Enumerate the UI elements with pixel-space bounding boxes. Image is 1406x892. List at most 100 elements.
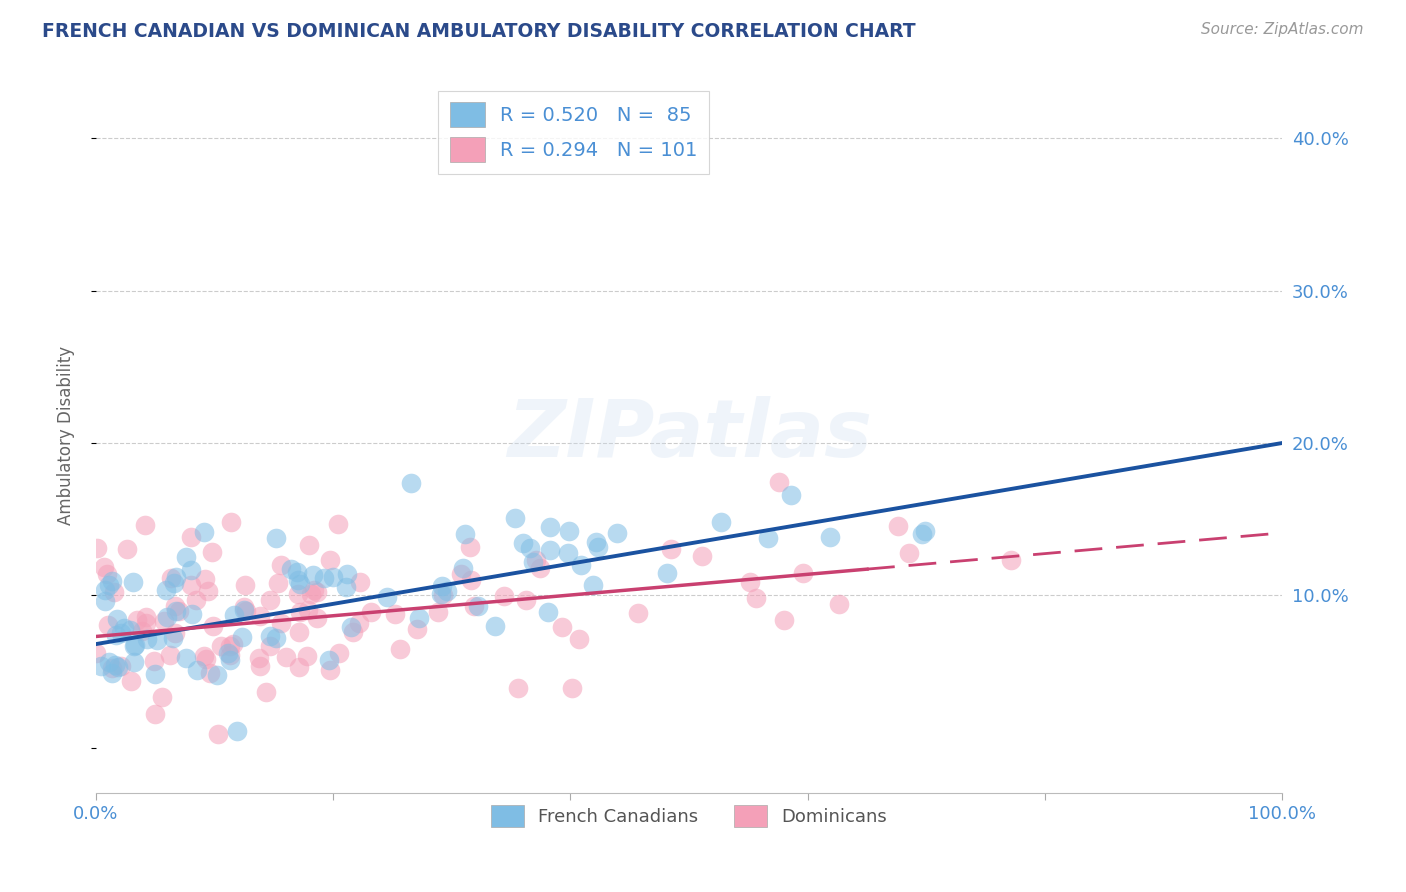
Point bbox=[90, 659, 112, 673]
Point bbox=[349, 575, 371, 590]
Point bbox=[110, 659, 132, 673]
Point bbox=[156, 610, 179, 624]
Point bbox=[768, 475, 790, 489]
Point bbox=[143, 666, 166, 681]
Point bbox=[167, 604, 190, 618]
Point bbox=[93, 594, 115, 608]
Point bbox=[512, 536, 534, 550]
Point bbox=[298, 538, 321, 552]
Point bbox=[375, 590, 398, 604]
Point bbox=[165, 626, 187, 640]
Point bbox=[201, 619, 224, 633]
Point bbox=[96, 566, 118, 581]
Point bbox=[288, 659, 311, 673]
Point bbox=[432, 588, 454, 602]
Point bbox=[328, 646, 350, 660]
Point bbox=[174, 549, 197, 564]
Point bbox=[503, 511, 526, 525]
Point bbox=[568, 632, 591, 646]
Point bbox=[232, 603, 254, 617]
Point bbox=[219, 640, 242, 654]
Point bbox=[205, 668, 228, 682]
Point bbox=[314, 571, 336, 585]
Legend: French Canadians, Dominicans: French Canadians, Dominicans bbox=[484, 798, 894, 834]
Point bbox=[186, 663, 208, 677]
Point bbox=[155, 583, 177, 598]
Point bbox=[105, 611, 128, 625]
Point bbox=[235, 604, 257, 618]
Point bbox=[561, 681, 583, 695]
Point bbox=[101, 661, 124, 675]
Point bbox=[745, 591, 768, 606]
Point bbox=[217, 646, 239, 660]
Point bbox=[264, 531, 287, 545]
Point bbox=[194, 572, 217, 586]
Text: FRENCH CANADIAN VS DOMINICAN AMBULATORY DISABILITY CORRELATION CHART: FRENCH CANADIAN VS DOMINICAN AMBULATORY … bbox=[42, 22, 915, 41]
Point bbox=[160, 572, 183, 586]
Point bbox=[911, 527, 934, 541]
Point bbox=[165, 569, 187, 583]
Point bbox=[100, 574, 122, 589]
Point bbox=[181, 607, 204, 621]
Point bbox=[193, 525, 215, 540]
Point bbox=[322, 570, 344, 584]
Point bbox=[198, 665, 221, 680]
Point bbox=[121, 575, 143, 590]
Point bbox=[143, 654, 166, 668]
Point bbox=[340, 620, 363, 634]
Point bbox=[606, 526, 628, 541]
Point bbox=[104, 628, 127, 642]
Point bbox=[388, 641, 411, 656]
Point bbox=[288, 624, 311, 639]
Point bbox=[484, 619, 506, 633]
Point bbox=[914, 524, 936, 539]
Point bbox=[302, 567, 325, 582]
Point bbox=[131, 624, 153, 638]
Point bbox=[887, 519, 910, 533]
Point bbox=[120, 673, 142, 688]
Point bbox=[222, 607, 245, 622]
Point bbox=[165, 604, 187, 618]
Point bbox=[222, 637, 245, 651]
Point bbox=[285, 565, 308, 579]
Point bbox=[136, 632, 159, 646]
Point bbox=[773, 614, 796, 628]
Point bbox=[299, 587, 322, 601]
Point bbox=[266, 631, 288, 645]
Point bbox=[184, 593, 207, 607]
Point bbox=[270, 615, 292, 630]
Point bbox=[710, 515, 733, 529]
Point bbox=[150, 690, 173, 704]
Point bbox=[218, 648, 240, 663]
Point bbox=[297, 603, 319, 617]
Point bbox=[249, 658, 271, 673]
Point bbox=[551, 620, 574, 634]
Point bbox=[159, 648, 181, 662]
Point bbox=[430, 579, 453, 593]
Point bbox=[163, 576, 186, 591]
Point bbox=[97, 618, 120, 632]
Point bbox=[318, 653, 340, 667]
Point bbox=[267, 575, 290, 590]
Point bbox=[492, 589, 515, 603]
Point bbox=[259, 592, 281, 607]
Point bbox=[249, 609, 271, 624]
Point bbox=[122, 655, 145, 669]
Point bbox=[207, 727, 229, 741]
Point bbox=[162, 631, 184, 645]
Point bbox=[100, 665, 122, 680]
Point bbox=[557, 546, 579, 560]
Point bbox=[93, 583, 115, 598]
Point bbox=[399, 475, 422, 490]
Point bbox=[231, 630, 253, 644]
Point bbox=[256, 685, 278, 699]
Point bbox=[146, 633, 169, 648]
Point bbox=[98, 655, 121, 669]
Text: ZIPatlas: ZIPatlas bbox=[506, 396, 872, 475]
Point bbox=[209, 640, 232, 654]
Text: Source: ZipAtlas.com: Source: ZipAtlas.com bbox=[1201, 22, 1364, 37]
Point bbox=[290, 605, 312, 619]
Point bbox=[247, 651, 270, 665]
Point bbox=[460, 573, 482, 587]
Point bbox=[335, 580, 357, 594]
